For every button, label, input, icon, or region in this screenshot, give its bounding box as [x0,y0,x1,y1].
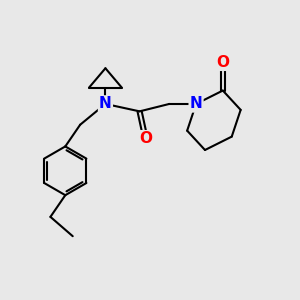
Text: O: O [216,55,229,70]
Text: N: N [190,96,202,111]
Text: N: N [99,96,112,111]
Text: O: O [139,131,152,146]
